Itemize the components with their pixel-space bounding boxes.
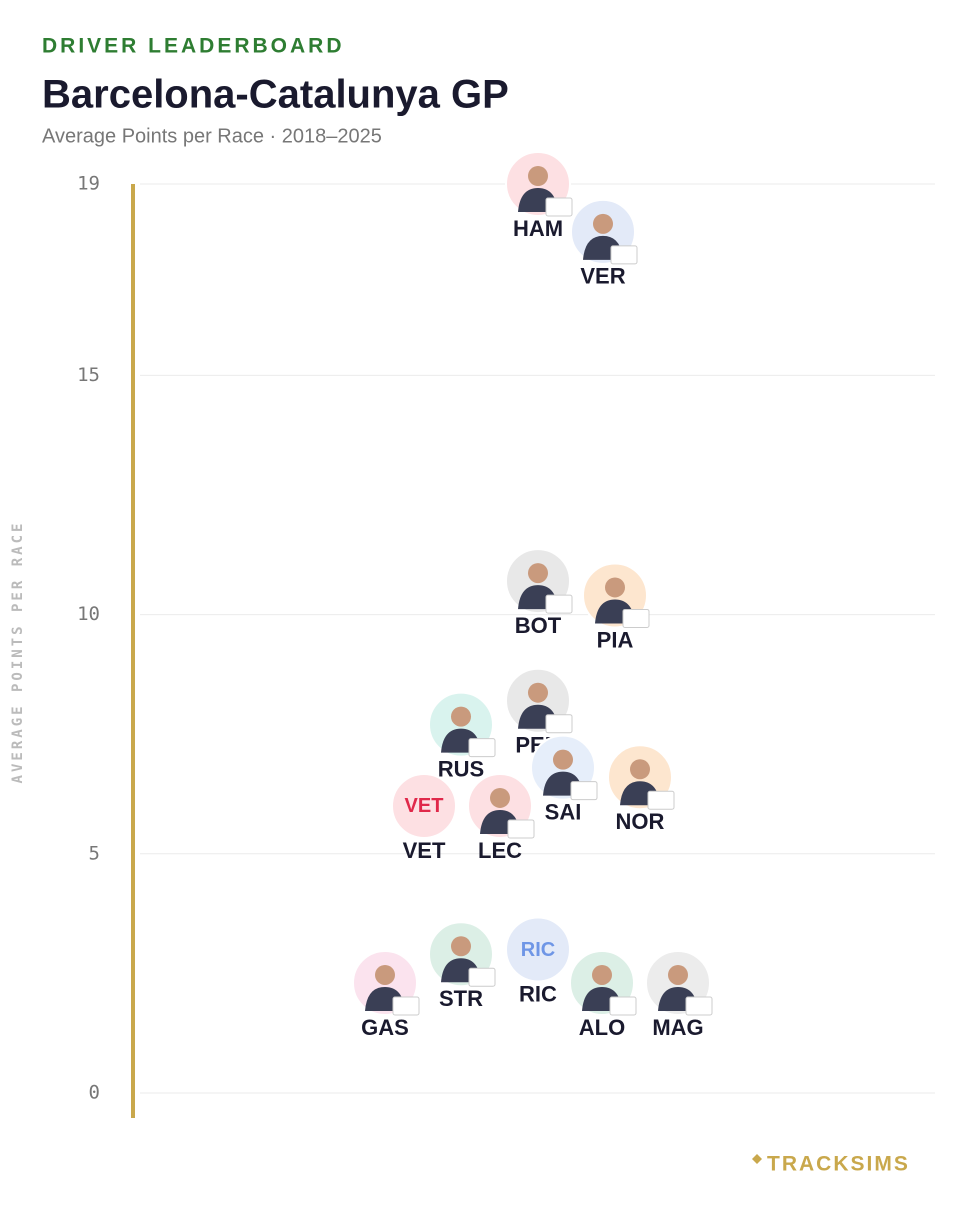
y-tick-label: 15 xyxy=(77,364,100,386)
driver-label: PIA xyxy=(597,627,634,652)
y-axis-label: AVERAGE POINTS PER RACE xyxy=(10,521,26,784)
driver-label: VER xyxy=(580,264,625,289)
flag xyxy=(507,819,535,839)
driver-label: MAG xyxy=(652,1015,703,1040)
eyebrow: DRIVER LEADERBOARD xyxy=(42,35,345,58)
y-tick-label: 19 xyxy=(77,173,100,195)
flag xyxy=(392,996,420,1016)
driver-label: HAM xyxy=(513,216,563,241)
flag xyxy=(570,781,598,801)
driver-head xyxy=(553,749,573,770)
driver-label: LEC xyxy=(478,838,522,863)
driver-initials: RIC xyxy=(521,939,555,961)
driver-label: STR xyxy=(439,986,483,1011)
driver-head xyxy=(630,759,650,780)
driver-label: NOR xyxy=(616,809,665,834)
driver-initials: VET xyxy=(405,795,444,817)
flag xyxy=(468,738,496,758)
driver-head xyxy=(528,563,548,584)
driver-label: BOT xyxy=(515,613,562,638)
driver-label: RIC xyxy=(519,981,557,1006)
brand: TRACKSIMS xyxy=(767,1153,910,1176)
driver-head xyxy=(451,706,471,727)
driver-label: RUS xyxy=(438,756,484,781)
driver-label: VET xyxy=(403,838,446,863)
driver-label: GAS xyxy=(361,1015,409,1040)
driver-marker xyxy=(391,772,457,839)
y-tick-label: 0 xyxy=(89,1082,100,1104)
driver-head xyxy=(668,964,688,985)
flag xyxy=(545,594,573,614)
driver-label: ALO xyxy=(579,1015,625,1040)
y-tick-label: 10 xyxy=(77,603,100,625)
driver-head xyxy=(605,577,625,598)
chart-title: Barcelona-Catalunya GP xyxy=(42,73,509,117)
driver-head xyxy=(593,213,613,234)
flag xyxy=(609,996,637,1016)
flag xyxy=(468,967,496,987)
driver-head xyxy=(490,787,510,808)
subtitle: Average Points per Race · 2018–2025 xyxy=(42,125,382,147)
driver-head xyxy=(528,682,548,703)
flag xyxy=(610,245,638,265)
flag xyxy=(545,714,573,734)
flag xyxy=(545,197,573,217)
driver-head xyxy=(375,964,395,985)
driver-marker xyxy=(505,916,571,983)
driver-head xyxy=(528,166,548,186)
driver-head xyxy=(592,964,612,985)
driver-label: SAI xyxy=(545,799,582,824)
brand-icon xyxy=(752,1154,762,1164)
flag xyxy=(685,996,713,1016)
flag xyxy=(647,790,675,810)
driver-head xyxy=(451,936,471,957)
y-tick-label: 5 xyxy=(89,842,100,864)
flag xyxy=(622,608,650,628)
